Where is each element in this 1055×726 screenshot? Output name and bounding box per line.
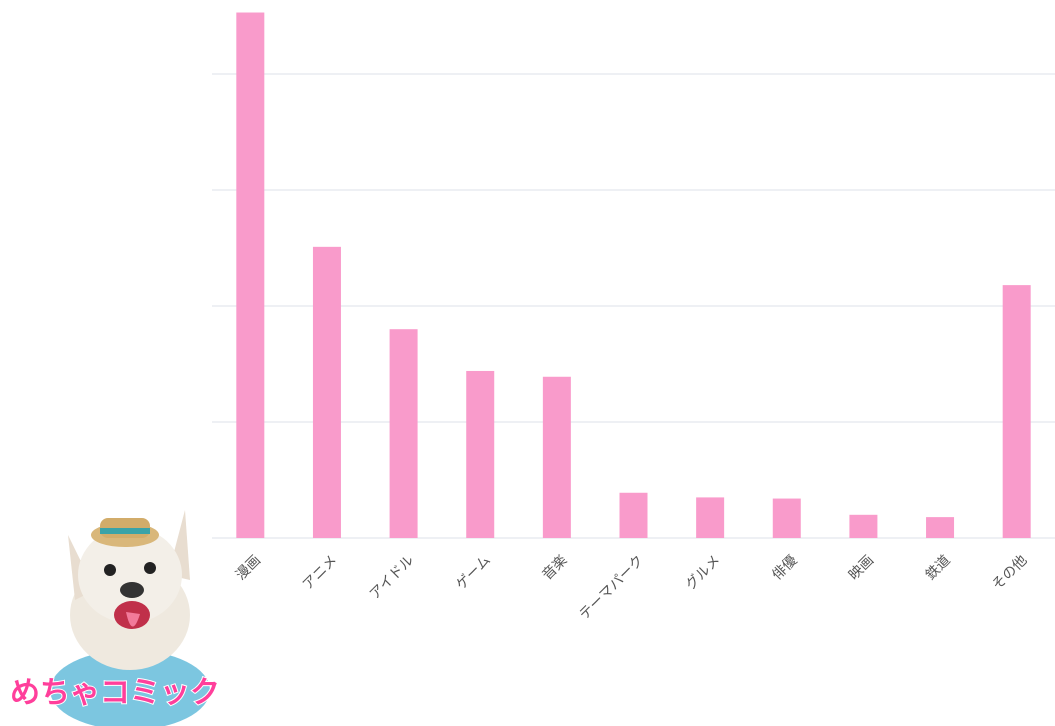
bar [312, 246, 341, 538]
x-tick-label: 映画 [846, 552, 877, 583]
bar [696, 497, 725, 538]
bar [1002, 285, 1031, 538]
x-tick-label: その他 [989, 552, 1030, 593]
bar [849, 514, 878, 538]
x-tick-label: アニメ [300, 552, 341, 593]
bar [619, 492, 648, 538]
x-tick-label: 音楽 [539, 552, 571, 584]
x-tick-label: グルメ [683, 552, 724, 593]
x-tick-label: ゲーム [453, 552, 494, 593]
x-tick-label: 鉄道 [923, 552, 954, 583]
logo-text: めちゃコミック [10, 676, 220, 711]
x-tick-label: 漫画 [233, 552, 264, 583]
x-tick-label: 俳優 [769, 552, 800, 583]
bar [542, 376, 571, 538]
bar [389, 329, 418, 538]
x-tick-label: テーマパーク [576, 552, 647, 623]
bar [236, 12, 265, 538]
x-tick-label: アイドル [367, 552, 417, 602]
bar [772, 498, 801, 538]
mascot [50, 510, 210, 726]
bar [926, 517, 955, 538]
bar [466, 370, 495, 538]
